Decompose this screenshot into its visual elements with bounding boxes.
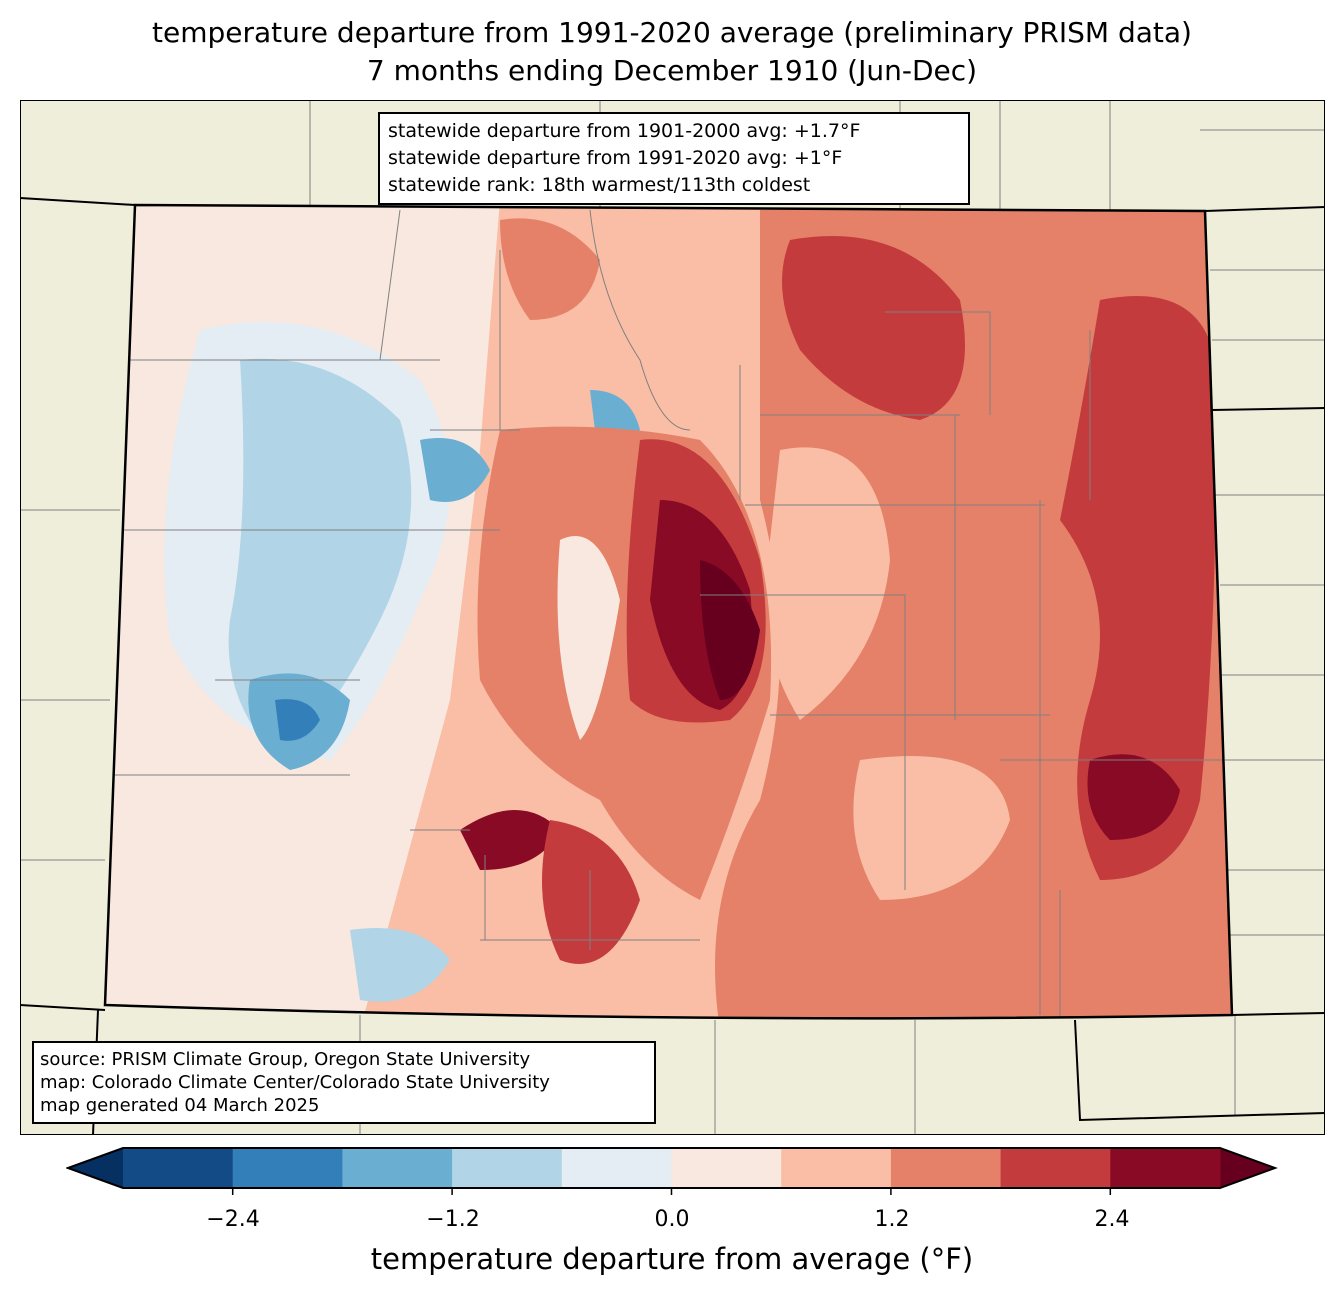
departure-1991-2020: statewide departure from 1991-2020 avg: … <box>388 147 843 169</box>
colorbar-segment <box>1000 1148 1111 1188</box>
colorbar-tick: 0.0 <box>654 1207 690 1232</box>
map-credit-line: map: Colorado Climate Center/Colorado St… <box>40 1072 550 1093</box>
colorbar-label: temperature departure from average (°F) <box>370 1242 974 1276</box>
colorbar-segment <box>342 1148 453 1188</box>
colorbar <box>66 1147 1278 1195</box>
colorbar-segment <box>671 1148 782 1188</box>
county-lines <box>110 209 1230 1019</box>
generated-date-line: map generated 04 March 2025 <box>40 1095 320 1116</box>
map-title: temperature departure from 1991-2020 ave… <box>152 16 1192 49</box>
colorbar-segment <box>123 1148 234 1188</box>
colorado-temperature-map <box>20 100 1325 1135</box>
colorado-border <box>103 203 1234 1020</box>
colorbar-segment <box>561 1148 672 1188</box>
source-line: source: PRISM Climate Group, Oregon Stat… <box>40 1049 531 1070</box>
statewide-rank: statewide rank: 18th warmest/113th colde… <box>388 174 811 196</box>
departure-1901-2000: statewide departure from 1901-2000 avg: … <box>388 120 861 142</box>
temperature-field <box>105 205 1232 1019</box>
colorbar-tick: −1.2 <box>426 1207 480 1232</box>
state-borders <box>20 197 1325 1135</box>
colorbar-segment <box>232 1148 343 1188</box>
map-subtitle: 7 months ending December 1910 (Jun-Dec) <box>366 54 978 87</box>
colorbar-tick: 1.2 <box>874 1207 910 1232</box>
statewide-stats-box: statewide departure from 1901-2000 avg: … <box>378 112 970 205</box>
colorbar-segment <box>781 1148 892 1188</box>
colorbar-extend-low <box>68 1148 123 1188</box>
colorbar-tick: 2.4 <box>1094 1207 1130 1232</box>
colorbar-segment <box>1110 1148 1221 1188</box>
colorbar-outline <box>66 1147 1278 1189</box>
colorbar-tick: −2.4 <box>206 1207 260 1232</box>
colorbar-segment <box>890 1148 1002 1188</box>
colorbar-segment <box>452 1148 563 1188</box>
source-box: source: PRISM Climate Group, Oregon Stat… <box>32 1041 656 1124</box>
colorbar-extend-high <box>1220 1148 1275 1188</box>
